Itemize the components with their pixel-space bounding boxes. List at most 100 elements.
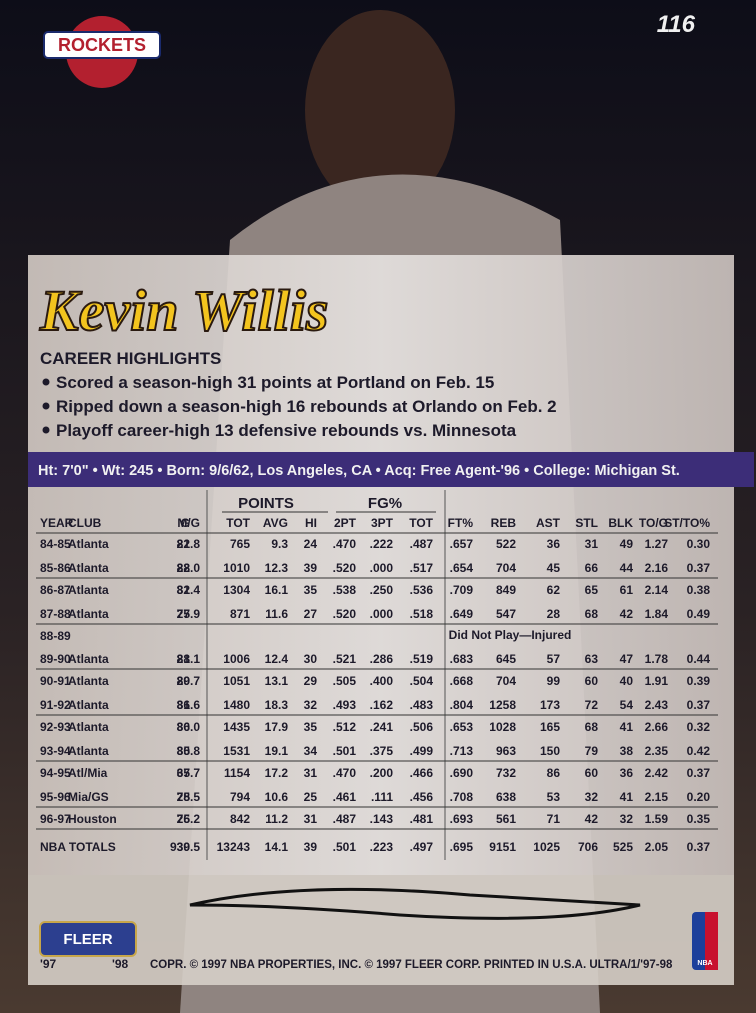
cell: Atl/Mia <box>68 766 108 780</box>
cell: 80 <box>177 720 191 734</box>
cell: .470 <box>333 537 357 551</box>
cell: 68 <box>585 720 599 734</box>
cell: .501 <box>333 744 357 758</box>
column-header: 3PT <box>371 516 394 530</box>
cell: .162 <box>370 698 394 712</box>
cell: 68 <box>585 607 599 621</box>
cell: 47 <box>620 652 634 666</box>
total-cell: NBA TOTALS <box>40 840 116 854</box>
cell: 24 <box>304 537 318 551</box>
cell: 28.0 <box>177 561 201 575</box>
cell: .241 <box>370 720 394 734</box>
cell: 30 <box>304 652 318 666</box>
cell: 81 <box>177 583 191 597</box>
cell: 35 <box>304 720 318 734</box>
cell: 42 <box>585 812 599 826</box>
cell: Atlanta <box>68 674 109 688</box>
fleer-brand: FLEER <box>63 931 112 948</box>
cell: .693 <box>450 812 474 826</box>
cell: 638 <box>496 790 516 804</box>
cell: Mia/GS <box>68 790 109 804</box>
cell: 94-95 <box>40 766 71 780</box>
cell: 18.3 <box>265 698 289 712</box>
cell: 91-92 <box>40 698 71 712</box>
cell: 63 <box>585 652 599 666</box>
cell: 842 <box>230 812 250 826</box>
total-cell: .695 <box>450 840 474 854</box>
cell: Houston <box>68 812 117 826</box>
cell: 66 <box>585 561 599 575</box>
cell: .521 <box>333 652 357 666</box>
cell: 84-85 <box>40 537 71 551</box>
cell: 871 <box>230 607 250 621</box>
cell: Atlanta <box>68 537 109 551</box>
cell: 0.38 <box>687 583 711 597</box>
cell: .518 <box>410 607 434 621</box>
cell: 704 <box>496 674 516 688</box>
cell: 81 <box>177 698 191 712</box>
cell: 11.2 <box>265 812 288 826</box>
cell: 1010 <box>223 561 250 575</box>
cell: 0.42 <box>687 744 711 758</box>
cell: 794 <box>230 790 250 804</box>
group-header: FG% <box>368 495 402 512</box>
cell: .487 <box>333 812 357 826</box>
cell: 0.20 <box>687 790 711 804</box>
cell: 35.8 <box>177 744 201 758</box>
cell: 16.1 <box>265 583 289 597</box>
column-header: FT% <box>448 516 474 530</box>
cell: .250 <box>370 583 394 597</box>
total-cell: 939 <box>170 840 190 854</box>
cell: 165 <box>540 720 560 734</box>
cell: 81 <box>177 652 191 666</box>
cell: 9.3 <box>271 537 288 551</box>
cell: 75 <box>177 812 191 826</box>
column-header: AST <box>536 516 561 530</box>
cell: 12.3 <box>265 561 289 575</box>
cell: 2.35 <box>645 744 669 758</box>
column-header: 2PT <box>334 516 357 530</box>
cell: 82 <box>177 561 191 575</box>
year-left: '97 <box>40 957 57 971</box>
stats-panel <box>28 255 734 875</box>
cell: .713 <box>450 744 474 758</box>
highlight-item: Scored a season-high 31 points at Portla… <box>56 373 494 392</box>
cell: 61 <box>620 583 634 597</box>
cell: 39 <box>304 561 318 575</box>
cell: 28.5 <box>177 790 201 804</box>
cell: 21.8 <box>177 537 201 551</box>
cell: 31 <box>304 766 318 780</box>
total-cell: 13243 <box>217 840 251 854</box>
cell: 60 <box>585 766 599 780</box>
cell: 963 <box>496 744 516 758</box>
bullet <box>42 402 50 410</box>
cell: .481 <box>410 812 434 826</box>
cell: 80 <box>177 744 191 758</box>
cell: 90-91 <box>40 674 71 688</box>
cell: 79 <box>585 744 599 758</box>
cell: 17.2 <box>265 766 289 780</box>
cell: 36.6 <box>177 698 201 712</box>
cell: .222 <box>370 537 394 551</box>
total-cell: 2.05 <box>645 840 669 854</box>
cell: Atlanta <box>68 698 109 712</box>
cell: 28.1 <box>177 652 201 666</box>
cell: 11.6 <box>265 607 288 621</box>
bullet <box>42 426 50 434</box>
copyright: COPR. © 1997 NBA PROPERTIES, INC. © 1997… <box>150 959 673 971</box>
cell: 65 <box>585 583 599 597</box>
cell: 31 <box>304 812 318 826</box>
cell: .653 <box>450 720 474 734</box>
total-cell: 0.37 <box>687 840 711 854</box>
cell: .520 <box>333 561 357 575</box>
total-cell: 30.5 <box>177 840 201 854</box>
cell: .538 <box>333 583 357 597</box>
cell: 765 <box>230 537 250 551</box>
cell: 53 <box>547 790 561 804</box>
cell: 60 <box>585 674 599 688</box>
column-header: CLUB <box>68 516 102 530</box>
player-name: Kevin Willis <box>39 278 328 343</box>
year-right: '98 <box>112 957 129 971</box>
cell: 1258 <box>489 698 516 712</box>
